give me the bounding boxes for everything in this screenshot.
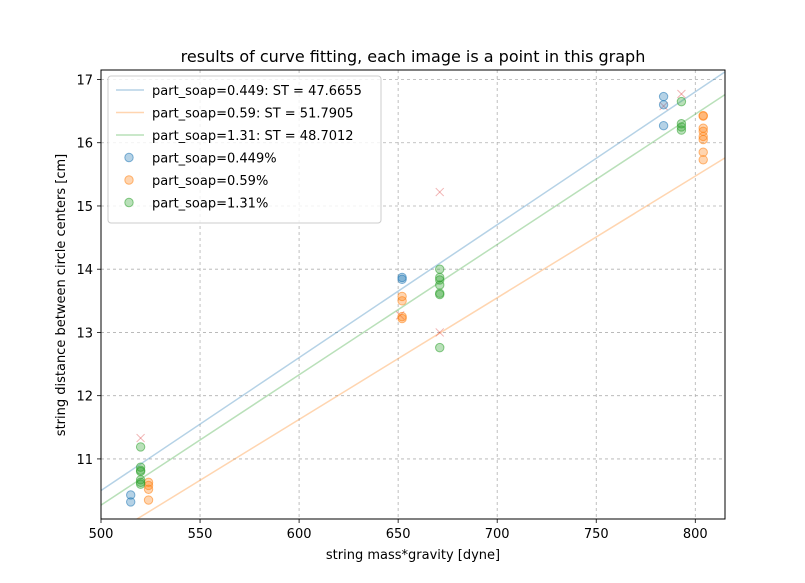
data-point (397, 274, 407, 285)
x-tick-label: 500 (89, 527, 114, 542)
y-tick-label: 13 (76, 326, 93, 341)
x-axis-label: string mass*gravity [dyne] (326, 548, 500, 563)
data-point (435, 275, 445, 285)
legend-entry-label: part_soap=1.31% (152, 197, 268, 212)
legend-marker-swatch (124, 152, 134, 163)
data-point (435, 280, 445, 290)
data-point (658, 120, 669, 131)
fit-lines (101, 71, 725, 519)
fit-line-0 (101, 71, 725, 492)
legend-entry-label: part_soap=0.59% (152, 174, 268, 189)
data-point (698, 147, 708, 157)
excluded-point (136, 433, 145, 443)
ticks: 500 550 600 650 700 750 800 11 12 13 14 15 16 17 (76, 73, 707, 542)
data-point (126, 497, 136, 507)
y-tick-label: 12 (76, 390, 93, 405)
y-tick-label: 15 (76, 200, 93, 215)
data-point (676, 125, 687, 135)
data-point (435, 272, 445, 283)
data-point (698, 155, 708, 165)
data-point (435, 289, 445, 300)
data-point (143, 484, 154, 494)
legend-entry-label: part_soap=0.59: ST = 51.7905 (152, 107, 354, 122)
y-tick-label: 16 (76, 137, 93, 152)
data-points (126, 89, 708, 507)
legend: part_soap=0.449: ST = 47.6655 part_soap=0… (107, 75, 382, 224)
data-point (698, 134, 708, 145)
data-point (658, 91, 669, 102)
fit-line-2 (101, 94, 725, 506)
y-tick-label: 11 (76, 453, 93, 468)
data-point (698, 111, 708, 121)
data-point (143, 495, 154, 505)
x-tick-label: 700 (485, 527, 510, 542)
plot-frame (100, 69, 726, 520)
legend-entry-label: part_soap=0.449% (152, 152, 277, 167)
legend-box (107, 75, 382, 224)
data-point (676, 96, 687, 107)
data-point (397, 296, 407, 306)
x-tick-label: 800 (683, 527, 708, 542)
data-point (397, 313, 407, 324)
y-tick-label: 14 (76, 263, 93, 278)
data-point (435, 264, 445, 274)
y-axis-label: string distance between circle centers [… (54, 154, 69, 436)
excluded-point (659, 101, 668, 111)
x-tick-label: 750 (584, 527, 609, 542)
legend-marker-swatch (124, 175, 134, 185)
data-point (435, 342, 445, 353)
y-tick-label: 17 (76, 73, 93, 88)
legend-marker-swatch (124, 197, 134, 208)
chart-title: results of curve fitting, each image is … (181, 47, 646, 66)
data-point (658, 100, 669, 110)
data-point (698, 131, 708, 142)
x-tick-label: 650 (386, 527, 411, 542)
data-point (676, 119, 687, 129)
excluded-point (435, 328, 445, 337)
legend-entry-label: part_soap=1.31: ST = 48.7012 (152, 129, 354, 144)
excluded-point (435, 187, 445, 197)
x-tick-label: 600 (287, 527, 312, 542)
legend-entry-label: part_soap=0.449: ST = 47.6655 (152, 84, 362, 99)
excluded-point (677, 89, 686, 99)
data-point (676, 122, 687, 132)
x-tick-label: 550 (188, 527, 213, 542)
data-point (135, 442, 146, 452)
data-point (126, 490, 136, 500)
fit-line-1 (135, 157, 725, 519)
data-point (135, 479, 146, 489)
data-point (135, 466, 146, 477)
